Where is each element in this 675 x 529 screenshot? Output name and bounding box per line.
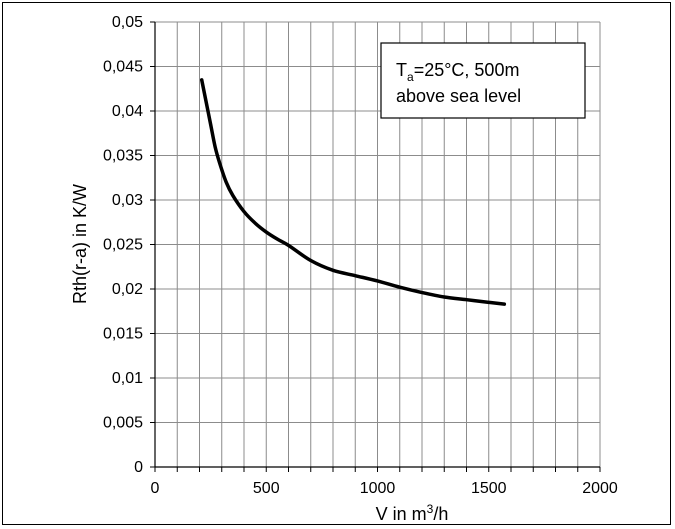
x-tick-label: 500 (253, 480, 280, 497)
y-tick-label: 0,01 (112, 370, 143, 387)
y-tick-label: 0,045 (103, 59, 143, 76)
y-tick-label: 0,035 (103, 148, 143, 165)
x-tick-label: 0 (151, 480, 160, 497)
y-tick-label: 0,03 (112, 192, 143, 209)
x-axis-title: V in m3/h (376, 502, 449, 524)
annotation-line-2: above sea level (396, 86, 521, 106)
annotation-box: Ta=25°C, 500m above sea level (380, 42, 586, 119)
y-tick-label: 0,02 (112, 281, 143, 298)
series-line (199, 78, 507, 306)
annotation-frame (380, 42, 586, 119)
y-tick-label: 0,04 (112, 103, 143, 120)
y-tick-label: 0,005 (103, 415, 143, 432)
y-tick-label: 0,015 (103, 326, 143, 343)
x-axis-title-sup: 3 (427, 502, 434, 516)
x-tick-label: 1000 (360, 480, 396, 497)
y-axis-title: Rth(r-a) in K/W (70, 184, 90, 304)
x-tick-label: 1500 (471, 480, 507, 497)
annotation-sub: a (407, 70, 414, 84)
axes (150, 21, 601, 472)
y-tick-label: 0,05 (112, 14, 143, 31)
tick-labels: 0 500 1000 1500 2000 0 0,005 0,01 0,015 0,02 0,025… (103, 14, 618, 497)
y-tick-label: 0 (134, 459, 143, 476)
annotation-rest: =25°C, 500m (414, 60, 520, 80)
series (199, 78, 507, 306)
x-tick-label: 2000 (582, 480, 618, 497)
annotation-t: T (396, 60, 407, 80)
x-axis-title-base: V in m (376, 504, 427, 524)
y-tick-label: 0,025 (103, 237, 143, 254)
x-axis-title-tail: /h (433, 504, 448, 524)
annotation-line-1: Ta=25°C, 500m (396, 60, 519, 84)
